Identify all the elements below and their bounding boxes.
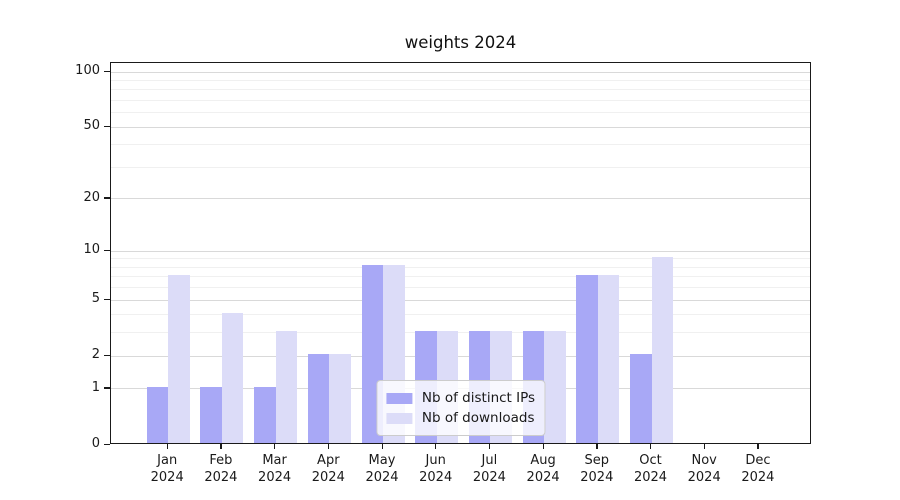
legend: Nb of distinct IPs Nb of downloads [375,380,546,436]
gridline-major [111,126,810,128]
x-tick-label: Oct 2024 [633,453,668,485]
x-tick-label: Dec 2024 [741,453,775,485]
legend-item-downloads: Nb of downloads [385,408,535,428]
x-tick-label: May 2024 [365,453,399,485]
x-tick-mark [327,444,330,449]
bar-ips-mar [254,387,276,443]
gridline-minor [111,276,810,278]
gridline-minor [111,112,810,114]
gridline-minor [111,266,810,268]
x-tick-mark [703,444,705,449]
legend-label-downloads: Nb of downloads [421,410,535,426]
x-tick-label: Sep 2024 [580,453,614,485]
bar-ips-apr [307,354,330,443]
gridline-minor [111,89,810,91]
x-tick-mark [542,444,544,449]
y-tick-label: 2 [91,347,100,363]
y-tick-mark [104,249,110,252]
y-tick-mark [104,443,110,445]
y-tick-label: 5 [91,291,100,307]
gridline-major [111,299,810,301]
y-tick-label: 0 [91,436,100,451]
x-tick-mark [166,444,168,449]
gridline-minor [111,79,810,81]
bar-ips-oct [630,354,652,443]
gridline-minor [111,144,810,146]
y-tick-mark [104,354,110,357]
x-tick-mark [488,444,491,449]
y-tick-mark [104,298,110,300]
y-tick-mark [104,70,110,72]
y-tick-mark [104,125,110,128]
x-tick-mark [757,444,759,449]
x-tick-label: Apr 2024 [311,453,345,485]
y-tick-label: 1 [91,379,100,395]
x-tick-mark [435,444,437,449]
gridline-minor [111,287,810,289]
y-tick-mark [104,197,110,199]
x-tick-label: Jul 2024 [472,453,506,485]
x-tick-mark [650,444,652,449]
y-tick-label: 100 [75,63,100,79]
chart-title: weights 2024 [404,33,517,52]
x-tick-mark [274,444,276,449]
bar-downloads-apr [329,354,351,443]
gridline-major [111,250,810,252]
gridline-minor [111,167,810,168]
x-tick-label: Jan 2024 [150,453,184,485]
y-tick-label: 50 [83,118,100,134]
x-tick-label: Jun 2024 [419,453,453,485]
bar-ips-sep [576,274,598,443]
bar-downloads-oct [651,256,673,443]
y-tick-mark [104,387,110,389]
legend-swatch-distinct-ips [385,392,412,404]
x-tick-label: Nov 2024 [687,453,721,485]
bar-downloads-aug [544,330,566,443]
x-tick-label: Aug 2024 [526,453,560,485]
gridline-major [111,71,810,73]
bar-downloads-jan [168,274,190,443]
bar-downloads-feb [221,312,244,443]
plot-area: Nb of distinct IPs Nb of downloads [110,62,811,444]
gridline-minor [111,258,810,260]
gridline-minor [111,100,810,102]
legend-swatch-downloads [385,412,412,424]
x-tick-label: Feb 2024 [204,453,238,485]
gridline-minor [111,332,810,334]
gridline-minor [111,314,810,316]
bar-ips-feb [200,387,222,443]
gridline-major [111,355,810,357]
bar-ips-jan [146,387,169,443]
gridline-major [111,198,810,200]
bar-downloads-mar [275,330,298,443]
y-tick-label: 10 [83,242,100,258]
x-tick-mark [596,444,598,449]
x-tick-mark [220,444,222,449]
y-tick-label: 20 [83,189,100,205]
x-tick-mark [381,444,383,449]
legend-label-distinct-ips: Nb of distinct IPs [421,390,536,406]
x-tick-label: Mar 2024 [258,453,292,485]
bar-downloads-sep [597,274,620,443]
legend-item-distinct-ips: Nb of distinct IPs [385,388,536,408]
